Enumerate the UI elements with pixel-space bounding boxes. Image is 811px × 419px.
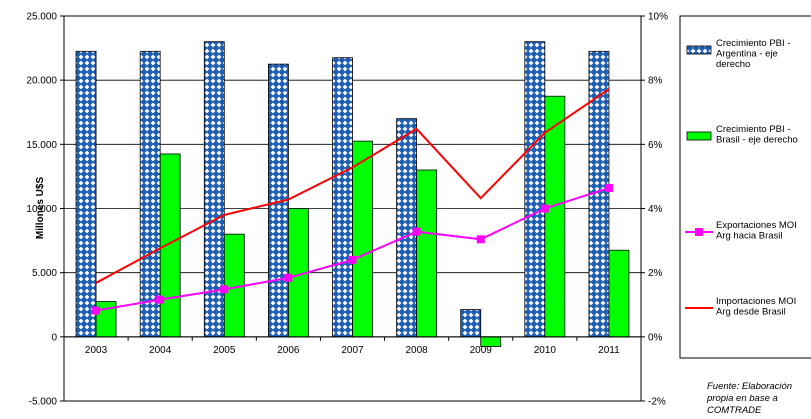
legend-label: Crecimiento PBI - (716, 124, 790, 135)
point-exportaciones (540, 204, 549, 213)
x-tick-label: 2003 (85, 345, 108, 356)
x-tick-label: 2008 (405, 345, 428, 356)
legend-box (679, 15, 811, 359)
left-axis: -5.000 0 5.000 10.000 15.000 20.000 25.000 (26, 12, 64, 408)
legend-label: Arg desde Brasil (716, 307, 786, 318)
legend-marker (695, 228, 703, 236)
source-note-line-2: propia en base a (706, 393, 778, 404)
y2-tick-label: 2% (648, 268, 663, 279)
point-exportaciones (220, 285, 229, 294)
legend-label: derecho (716, 59, 750, 70)
y-axis-title: Millones U$S (35, 177, 46, 240)
legend-label: Argentina - eje (716, 49, 778, 60)
legend: Crecimiento PBI -Argentina - ejederechoC… (685, 38, 798, 318)
x-tick-label: 2011 (598, 345, 620, 356)
bar-argentina (524, 41, 546, 338)
point-exportaciones (92, 306, 101, 315)
bar-argentina (460, 309, 482, 338)
point-exportaciones (156, 295, 165, 304)
point-exportaciones (348, 255, 357, 264)
legend-label: Importaciones MOI (716, 296, 796, 307)
y2-tick-label: 10% (648, 12, 668, 23)
y-tick-label: 15.000 (26, 140, 57, 151)
point-exportaciones (604, 183, 613, 192)
line-importaciones (95, 88, 610, 284)
y-tick-label: 0 (51, 332, 57, 343)
x-tick-label: 2004 (149, 345, 172, 356)
legend-label: Arg hacia Brasil (716, 231, 783, 242)
y-tick-label: -5.000 (29, 397, 58, 408)
bar-brasil (352, 140, 373, 338)
x-tick-label: 2010 (534, 345, 557, 356)
y2-tick-label: 6% (648, 140, 663, 151)
legend-swatch (686, 45, 712, 55)
y-tick-label: 20.000 (26, 76, 57, 87)
y2-tick-label: 0% (648, 332, 663, 343)
bar-brasil (159, 153, 181, 338)
point-exportaciones (412, 227, 421, 236)
y2-tick-label: 4% (648, 204, 663, 215)
y-tick-label: 10.000 (26, 204, 57, 215)
x-tick-label: 2009 (470, 345, 493, 356)
y2-tick-label: 8% (648, 76, 663, 87)
point-exportaciones (476, 235, 485, 244)
bars (75, 41, 630, 347)
legend-swatch (686, 131, 712, 141)
y2-tick-label: -2% (648, 397, 666, 408)
point-exportaciones (284, 273, 293, 282)
x-tick-label: 2006 (277, 345, 300, 356)
y-tick-label: 25.000 (26, 12, 57, 23)
legend-label: Exportaciones MOI (716, 220, 797, 231)
right-axis: -2% 0% 2% 4% 6% 8% 10% (641, 12, 668, 408)
bar-brasil (544, 95, 566, 338)
source-note-line-3: COMTRADE (707, 405, 762, 416)
lines (92, 88, 613, 315)
source-note-line-1: Fuente: Elaboración (707, 381, 792, 392)
bar-argentina (75, 50, 97, 338)
legend-label: Brasil - eje derecho (716, 135, 798, 146)
legend-label: Crecimiento PBI - (716, 38, 790, 49)
bar-argentina (332, 57, 353, 338)
bar-argentina (139, 50, 161, 338)
bar-brasil (416, 169, 438, 338)
x-tick-label: 2007 (341, 345, 364, 356)
y-tick-label: 5.000 (32, 268, 57, 279)
x-tick-label: 2005 (213, 345, 236, 356)
x-axis: 2003 2004 2005 2006 2007 2008 2009 2010 2011 (63, 336, 642, 356)
bar-brasil (608, 249, 630, 338)
